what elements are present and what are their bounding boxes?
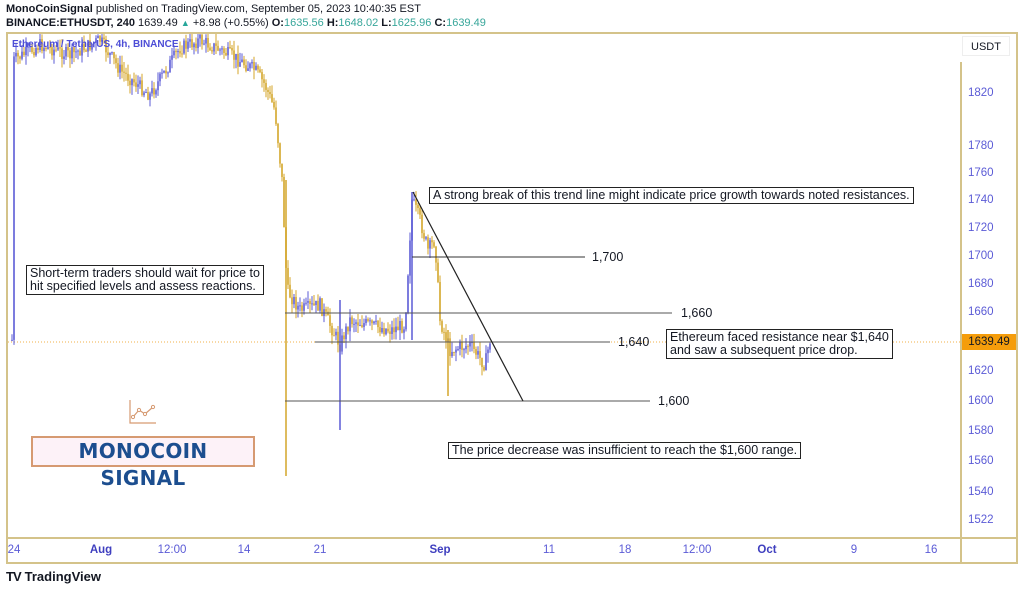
low-value: 1625.96 <box>391 17 432 29</box>
y-tick: 1700 <box>968 250 994 262</box>
x-tick: 11 <box>543 544 555 556</box>
author-name: MonoCoinSignal <box>6 3 93 15</box>
low-label: L: <box>381 17 392 29</box>
y-tick: 1560 <box>968 455 994 467</box>
tradingview-icon: TV <box>6 569 22 584</box>
up-triangle-icon: ▲ <box>180 18 190 28</box>
x-tick: 18 <box>618 544 632 556</box>
y-tick: 1720 <box>968 222 994 234</box>
chart-frame <box>6 32 1018 564</box>
y-tick: 1600 <box>968 395 994 407</box>
x-tick: 12:00 <box>157 544 187 556</box>
x-tick: 16 <box>924 544 938 556</box>
line-chart-icon <box>129 400 156 424</box>
x-tick: 24 <box>7 544 21 556</box>
x-tick: 21 <box>313 544 327 556</box>
note-short-term-traders[interactable]: Short-term traders should wait for price… <box>26 265 264 295</box>
last-price: 1639.49 <box>138 17 178 29</box>
note-resistance[interactable]: Ethereum faced resistance near $1,640 an… <box>666 329 893 359</box>
y-tick: 1620 <box>968 365 994 377</box>
ohlc-bar: BINANCE:ETHUSDT, 240 1639.49 ▲ +8.98 (+0… <box>6 17 486 29</box>
x-tick: 9 <box>850 544 858 556</box>
level-1600-label: 1,600 <box>658 394 690 408</box>
price-axis-separator <box>960 62 962 538</box>
open-value: 1635.56 <box>283 17 324 29</box>
x-tick: Oct <box>757 544 777 556</box>
x-tick: 14 <box>237 544 251 556</box>
level-1660-label: 1,660 <box>681 306 713 320</box>
note-trend-break[interactable]: A strong break of this trend line might … <box>429 187 914 204</box>
candlesticks <box>11 34 491 476</box>
x-tick: Sep <box>429 544 451 556</box>
price-change: +8.98 (+0.55%) <box>192 17 269 29</box>
tradingview-logo[interactable]: TV TradingView <box>6 569 101 584</box>
y-tick: 1760 <box>968 167 994 179</box>
x-tick: Aug <box>89 544 113 556</box>
open-label: O: <box>271 17 284 29</box>
x-tick: 12:00 <box>682 544 712 556</box>
close-label: C: <box>434 17 447 29</box>
high-label: H: <box>326 17 339 29</box>
y-tick: 1680 <box>968 278 994 290</box>
y-tick: 1522 <box>968 514 994 526</box>
trend-line[interactable] <box>412 191 524 402</box>
high-value: 1648.02 <box>338 17 379 29</box>
chart-legend: Ethereum / TetherUS, 4h, BINANCE <box>12 39 179 50</box>
y-tick: 1540 <box>968 486 994 498</box>
note-price-decrease[interactable]: The price decrease was insufficient to r… <box>448 442 802 459</box>
currency-label[interactable]: USDT <box>962 36 1010 56</box>
tradingview-label: TradingView <box>24 569 101 584</box>
level-1700-label: 1,700 <box>592 250 624 264</box>
time-axis-separator <box>6 537 1018 539</box>
y-tick: 1740 <box>968 194 994 206</box>
y-tick: 1580 <box>968 425 994 437</box>
y-tick: 1780 <box>968 140 994 152</box>
level-1640-label: 1,640 <box>618 335 650 349</box>
symbol: BINANCE:ETHUSDT, 240 <box>6 17 135 29</box>
brand-logo: MONOCOIN SIGNAL <box>31 436 255 490</box>
y-tick: 1820 <box>968 87 994 99</box>
corner-separator <box>960 537 962 564</box>
y-tick: 1660 <box>968 306 994 318</box>
close-value: 1639.49 <box>446 17 486 29</box>
publish-info: MonoCoinSignal published on TradingView.… <box>6 3 421 15</box>
publish-text: published on TradingView.com, September … <box>95 3 421 15</box>
current-price-tag: 1639.49 <box>962 334 1016 350</box>
